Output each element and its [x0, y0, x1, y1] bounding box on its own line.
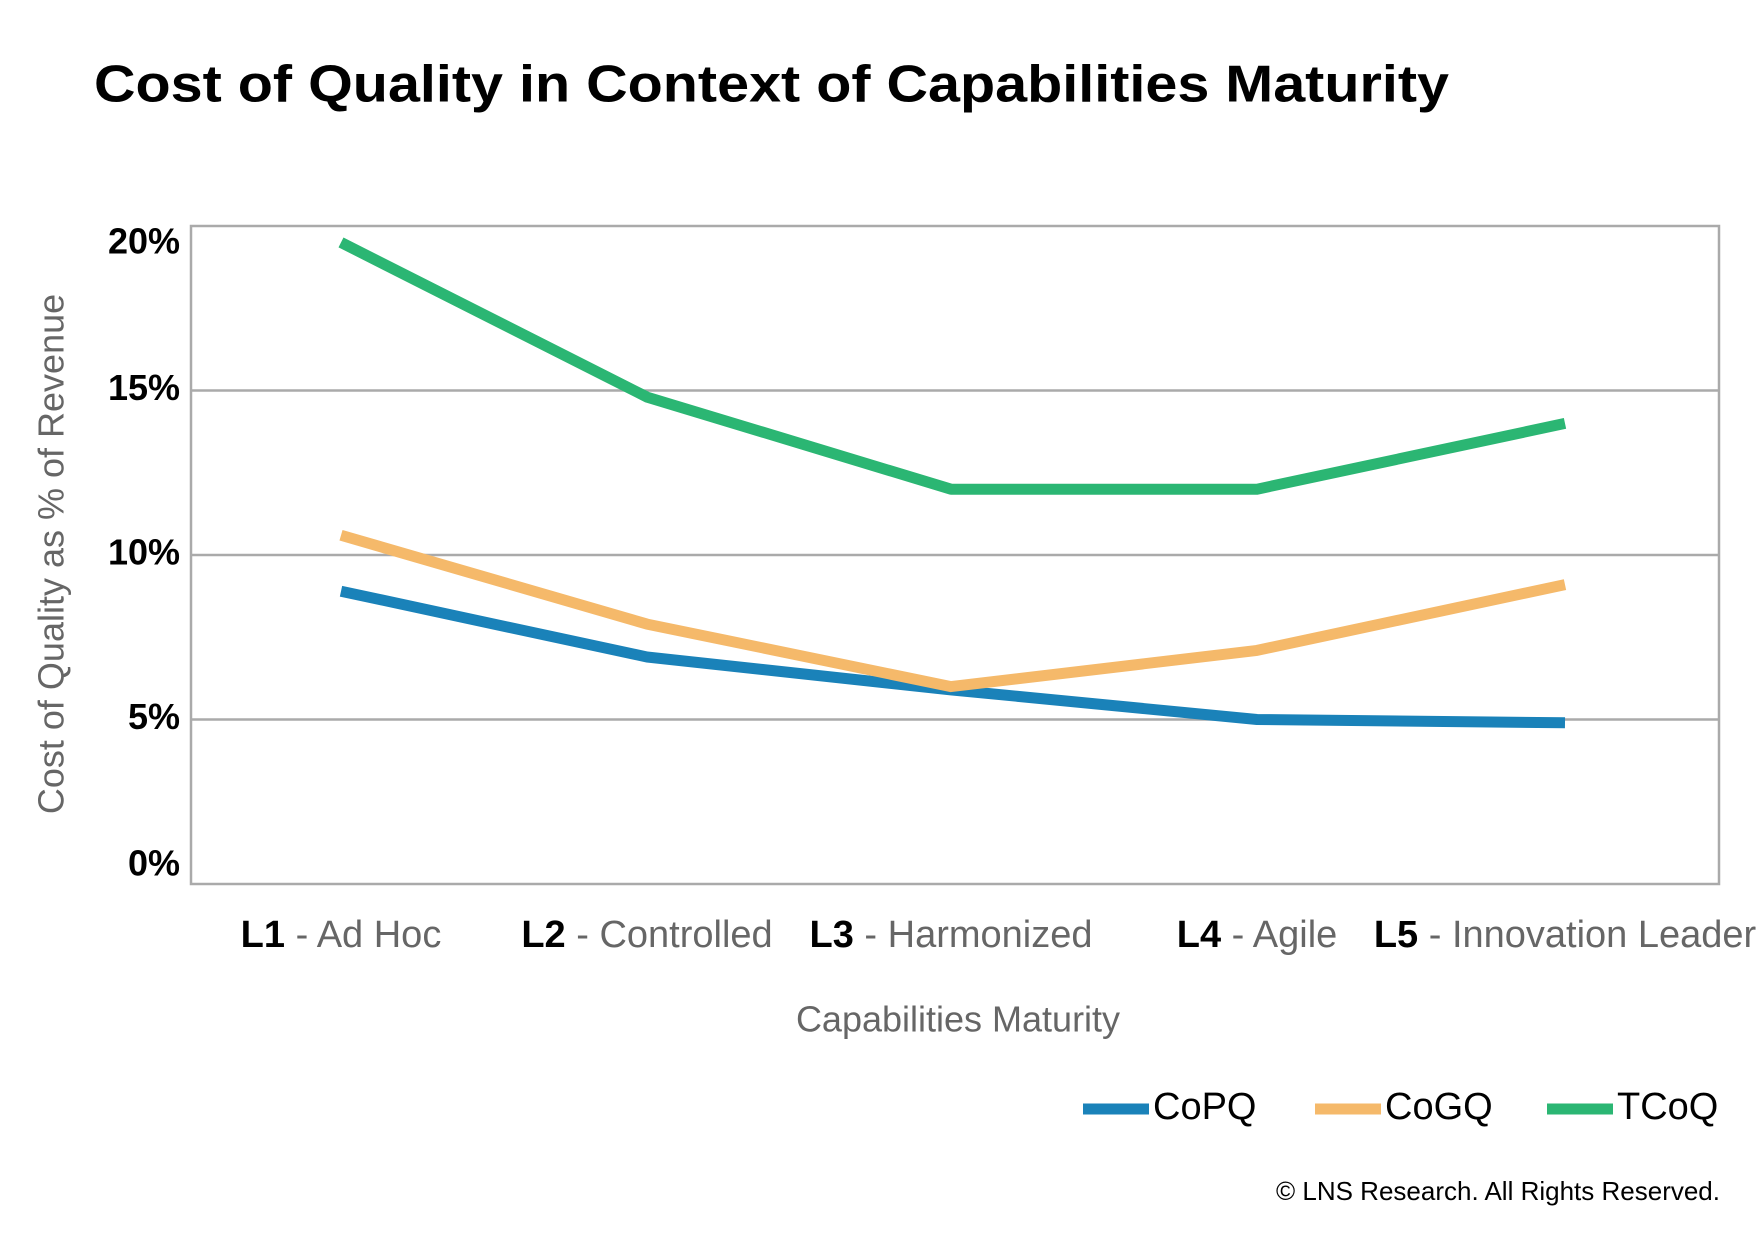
x-tick-name: - Innovation Leader [1418, 914, 1756, 956]
series-line [338, 237, 1567, 495]
y-tick-label: 20% [108, 221, 180, 262]
x-tick-label: L4 - Agile [1177, 914, 1338, 956]
legend-label: TCoQ [1617, 1086, 1718, 1128]
x-tick-label: L1 - Ad Hoc [241, 914, 442, 956]
x-tick-label: L2 - Controlled [521, 914, 772, 956]
x-tick-level: L1 [241, 914, 285, 956]
series-line [339, 529, 1567, 693]
y-tick-label: 0% [128, 843, 180, 884]
plot-frame [189, 224, 1721, 886]
chart-title: Cost of Quality in Context of Capabiliti… [94, 56, 1449, 114]
x-axis-title: Capabilities Maturity [796, 999, 1120, 1040]
x-tick-name: - Controlled [566, 914, 773, 956]
footnote: © LNS Research. All Rights Reserved. [1276, 1176, 1720, 1206]
x-tick-label: L3 - Harmonized [810, 914, 1093, 956]
x-tick-name: - Agile [1221, 914, 1337, 956]
y-tick-label: 5% [128, 696, 180, 737]
x-tick-level: L3 [810, 914, 854, 956]
legend-label: CoPQ [1153, 1086, 1256, 1128]
x-tick-name: - Harmonized [854, 914, 1093, 956]
x-tick-level: L4 [1177, 914, 1221, 956]
x-tick-level: L5 [1374, 914, 1418, 956]
y-tick-label: 15% [108, 367, 180, 408]
y-axis-title: Cost of Quality as % of Revenue [31, 294, 72, 814]
x-tick-level: L2 [521, 914, 565, 956]
x-tick-name: - Ad Hoc [285, 914, 441, 956]
legend-label: CoGQ [1385, 1086, 1493, 1128]
y-tick-label: 10% [108, 532, 180, 573]
x-tick-label: L5 - Innovation Leader [1374, 914, 1756, 956]
